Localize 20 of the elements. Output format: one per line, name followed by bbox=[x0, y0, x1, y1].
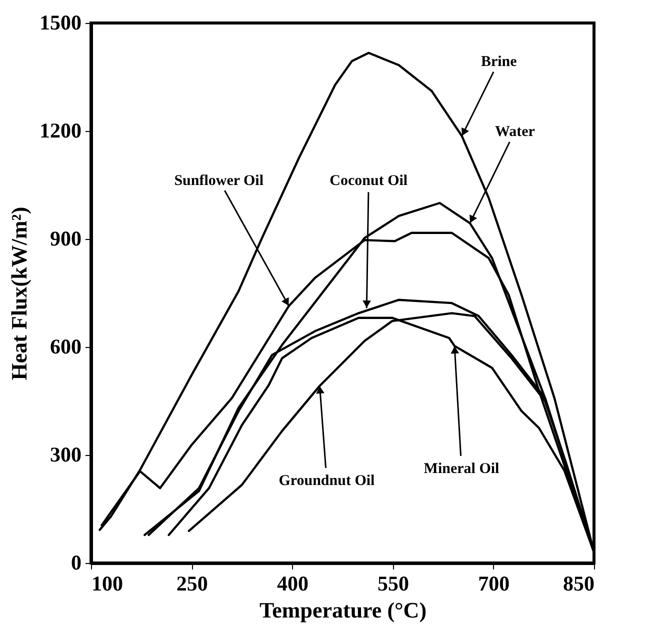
annotation: Water bbox=[494, 124, 536, 140]
y-axis-title: Heat Flux(kW/m²) bbox=[6, 206, 32, 380]
annotation: Brine bbox=[480, 54, 518, 70]
y-tick-label: 1200 bbox=[40, 118, 82, 142]
y-tick-label: 600 bbox=[50, 334, 82, 358]
x-tick-label: 100 bbox=[92, 572, 123, 596]
y-tick-label: 900 bbox=[50, 226, 82, 250]
x-tick-label: 850 bbox=[563, 572, 594, 596]
annotation: Mineral Oil bbox=[424, 460, 500, 477]
annotation: Groundnut Oil bbox=[278, 472, 375, 489]
x-tick-label: 250 bbox=[176, 572, 208, 596]
annotation: Coconut Oil bbox=[330, 173, 408, 190]
y-tick-label: 300 bbox=[50, 442, 82, 466]
x-axis-title: Temperature (°C) bbox=[259, 598, 427, 622]
x-tick-label: 550 bbox=[378, 572, 410, 596]
annotation: Sunflower Oil bbox=[174, 172, 264, 189]
y-tick-label: 0 bbox=[71, 550, 82, 574]
x-tick-label: 400 bbox=[276, 572, 308, 596]
y-tick-label: 1500 bbox=[40, 10, 82, 34]
x-tick-label: 700 bbox=[478, 572, 510, 596]
